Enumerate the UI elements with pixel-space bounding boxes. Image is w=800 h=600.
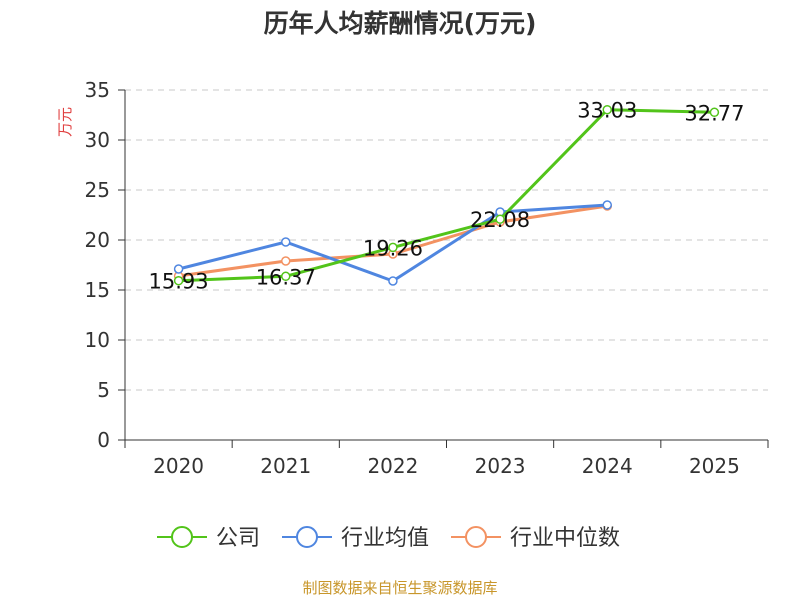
data-point — [709, 107, 720, 118]
x-tick-label: 2023 — [475, 454, 526, 478]
y-tick-label: 0 — [97, 428, 110, 452]
y-tick-label: 30 — [85, 128, 110, 152]
legend-marker — [296, 526, 318, 548]
data-label: 32.77 — [684, 101, 744, 125]
series-1 — [173, 200, 612, 286]
data-point — [281, 237, 291, 247]
data-label: 33.03 — [577, 99, 637, 123]
y-tick-label: 25 — [85, 178, 110, 202]
data-label: 16.37 — [256, 265, 316, 289]
data-point — [388, 242, 398, 253]
legend-label: 行业均值 — [341, 526, 429, 551]
y-tick-label: 10 — [85, 328, 110, 352]
data-point — [602, 200, 612, 210]
y-axis-title: 万元 — [56, 107, 74, 137]
y-tick-label: 5 — [97, 378, 110, 402]
y-tick-label: 15 — [85, 278, 110, 302]
legend-item-1: 行业均值 — [282, 526, 429, 551]
legend-label: 行业中位数 — [510, 526, 620, 551]
series-0 — [173, 104, 720, 286]
legend-label: 公司 — [216, 526, 260, 551]
legend-item-2: 行业中位数 — [451, 526, 620, 551]
chart-title: 历年人均薪酬情况(万元) — [263, 9, 537, 38]
legend-item-0: 公司 — [157, 526, 260, 551]
data-point — [173, 275, 184, 286]
y-tick-label: 20 — [85, 228, 110, 252]
y-tick-label: 35 — [85, 78, 110, 102]
x-tick-label: 2024 — [582, 454, 633, 478]
data-point — [388, 276, 398, 286]
data-label: 15.93 — [149, 270, 209, 294]
legend-marker — [465, 526, 487, 548]
legend-marker — [171, 526, 193, 548]
data-label: 19.26 — [363, 236, 423, 260]
data-point — [173, 264, 184, 274]
grid-lines — [125, 89, 768, 391]
x-tick-label: 2020 — [153, 454, 204, 478]
data-point — [281, 271, 291, 282]
legend: 公司 行业均值 行业中位数 — [157, 526, 620, 551]
x-tick-label: 2021 — [260, 454, 311, 478]
x-tick-label: 2022 — [367, 454, 418, 478]
data-point — [495, 214, 505, 224]
data-label: 22.08 — [470, 208, 530, 232]
data-labels: 15.93 16.37 19.26 22.08 33.03 32.77 — [149, 99, 745, 294]
x-tick-label: 2025 — [689, 454, 740, 478]
source-note: 制图数据来自恒生聚源数据库 — [302, 579, 498, 597]
data-point — [281, 256, 291, 266]
series-line — [178, 108, 715, 283]
series-lines — [173, 104, 720, 286]
data-point — [602, 104, 612, 115]
